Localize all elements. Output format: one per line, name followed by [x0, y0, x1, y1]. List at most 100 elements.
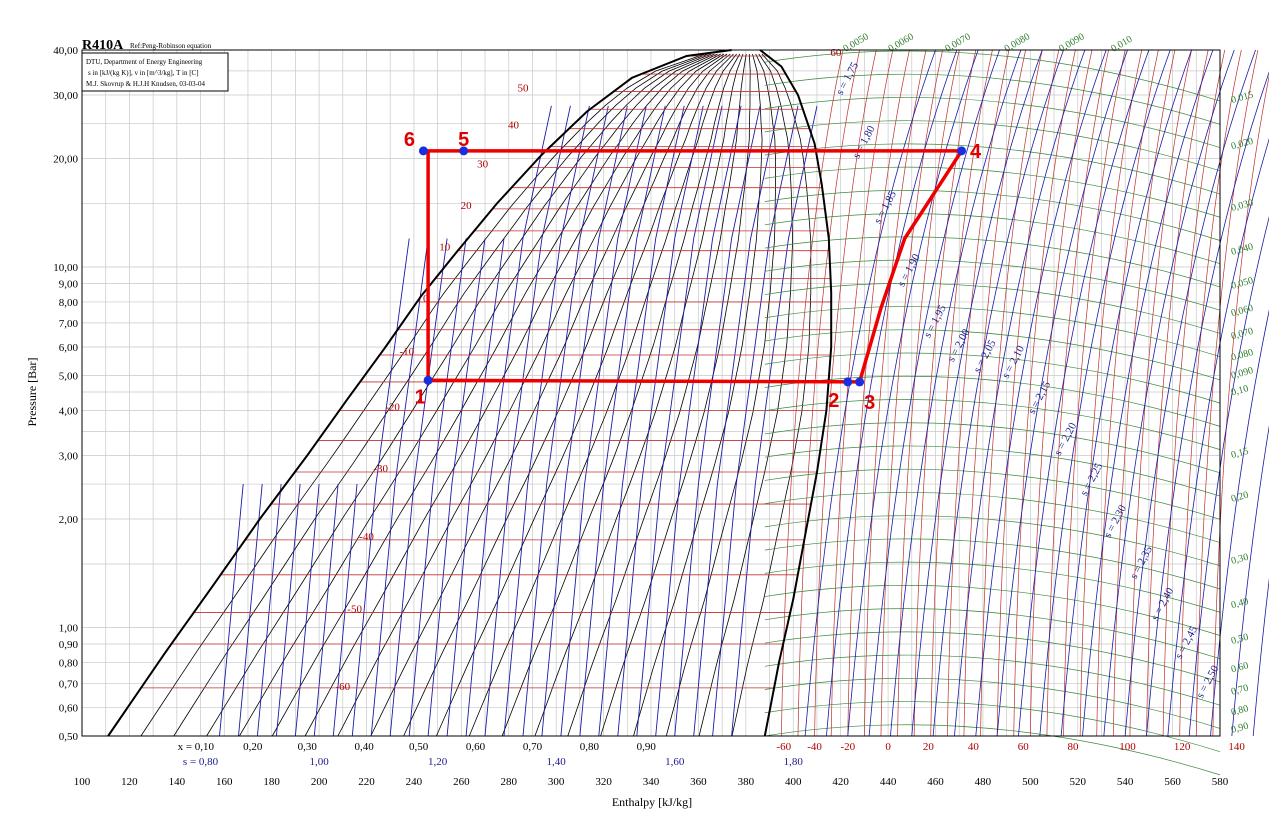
entropy-line	[636, 105, 723, 737]
y-tick-label: 40,00	[53, 45, 78, 57]
superheat-isotherm	[1162, 49, 1226, 737]
legend-box	[81, 52, 229, 92]
y-tick-label: 0,80	[59, 657, 79, 669]
x-tick-label: 560	[1164, 776, 1181, 788]
entropy-line	[693, 105, 780, 737]
isotherm-label: 60	[830, 47, 842, 59]
y-tick-label: 10,00	[53, 262, 78, 274]
x-tick-label: 100	[74, 776, 91, 788]
superheat-isotherm	[930, 49, 993, 737]
y-tick-label: 1,00	[59, 622, 79, 634]
superheat-temp-label: 40	[968, 741, 980, 753]
y-tick-label: 20,00	[53, 154, 78, 166]
y-tick-label: 0,50	[59, 731, 79, 743]
x-tick-label: 180	[263, 776, 280, 788]
isotherm-label: 20	[461, 200, 473, 212]
entropy-line	[408, 238, 467, 737]
quality-label: 0,60	[466, 741, 486, 753]
volume-line	[764, 352, 1221, 404]
volume-label: 0,90	[1230, 721, 1250, 736]
volume-label: 0,60	[1230, 660, 1250, 675]
x-tick-label: 580	[1212, 776, 1229, 788]
entropy-vapor-label: s = 1,85	[872, 189, 899, 226]
superheat-temp-label: 80	[1068, 741, 1080, 753]
x-tick-label: 340	[643, 776, 660, 788]
cycle-point-label-6: 6	[404, 129, 415, 151]
quality-label: 0,50	[409, 741, 429, 753]
quality-line	[436, 53, 734, 737]
quality-label: x = 0,10	[178, 741, 215, 753]
entropy-line	[446, 238, 505, 737]
quality-line	[173, 53, 709, 737]
cycle-point-4	[957, 146, 967, 156]
vapor-entropy-line	[975, 49, 1107, 737]
superheat-isotherm	[864, 49, 927, 737]
superheat-isotherm	[1013, 49, 1076, 737]
quality-line	[304, 53, 721, 737]
vapor-entropy-line	[1060, 49, 1192, 737]
entropy-line	[674, 105, 761, 737]
quality-line	[665, 53, 777, 737]
entropy-line	[712, 105, 799, 737]
volume-label: 0,015	[1230, 90, 1255, 106]
volume-line	[764, 561, 1221, 613]
volume-label: 0,0070	[943, 31, 972, 54]
superheat-isotherm	[814, 49, 877, 737]
volume-label: 0,0080	[1003, 31, 1032, 54]
x-tick-label: 360	[690, 776, 707, 788]
volume-line	[764, 282, 1221, 334]
vapor-entropy-line	[1018, 49, 1150, 737]
y-tick-label: 0,60	[59, 702, 79, 714]
y-tick-label: 2,00	[59, 514, 79, 526]
volume-label: 0,060	[1230, 303, 1255, 319]
volume-line	[764, 445, 1221, 497]
x-tick-label: 540	[1117, 776, 1134, 788]
entropy-line	[731, 105, 818, 737]
vapor-entropy-line	[1167, 138, 1269, 737]
y-tick-label: 4,00	[59, 405, 79, 417]
superheat-temp-label: 0	[885, 741, 891, 753]
entropy-label: 1,00	[309, 756, 329, 768]
x-tick-label: 160	[216, 776, 233, 788]
isotherm-label: -60	[335, 681, 350, 693]
grid-layer	[81, 49, 1221, 737]
superheat-isotherm	[1063, 49, 1126, 737]
vapor-entropy-line	[954, 49, 1086, 737]
cycle-point-5	[459, 146, 469, 156]
x-tick-label: 120	[121, 776, 138, 788]
quality-line	[567, 53, 747, 737]
superheat-temp-label: 140	[1228, 741, 1245, 753]
isotherm-label: -20	[385, 401, 400, 413]
x-tick-label: 460	[927, 776, 944, 788]
chart-subtitle: Ref:Peng-Robinson equation	[130, 42, 212, 50]
superheat-isotherm	[980, 49, 1043, 737]
volume-line	[764, 73, 1221, 125]
superheat-isotherm	[1129, 49, 1192, 737]
superheat-isotherm	[1096, 49, 1159, 737]
volume-line	[764, 585, 1221, 636]
vapor-entropy-line	[1124, 49, 1256, 737]
volume-line	[764, 306, 1221, 358]
quality-label: 0,20	[243, 741, 263, 753]
superheat-isotherm	[1212, 75, 1269, 737]
x-tick-label: 380	[738, 776, 755, 788]
volume-label: 0,40	[1230, 596, 1250, 611]
vapor-entropy-line	[868, 49, 1000, 737]
entropy-line	[465, 105, 552, 737]
cycle-layer: 1 2 3 4 5 6	[404, 129, 982, 414]
saturated-liquid-line	[107, 49, 732, 737]
volume-label: 0,20	[1230, 490, 1250, 505]
cycle-point-label-5: 5	[458, 129, 469, 151]
legend-line-1: DTU, Department of Energy Engineering	[86, 58, 203, 66]
superheat-isotherm	[1029, 49, 1093, 737]
entropy-label: s = 0,80	[183, 756, 219, 768]
entropy-label: 1,20	[428, 756, 448, 768]
y-tick-label: 0,90	[59, 639, 79, 651]
superheat-temp-label: 20	[923, 741, 935, 753]
volume-line	[764, 538, 1221, 590]
quality-line	[337, 53, 725, 737]
vapor-entropy-line	[847, 49, 979, 737]
vapor-entropy-line	[1231, 425, 1269, 737]
volume-label: 0,010	[1109, 34, 1134, 55]
